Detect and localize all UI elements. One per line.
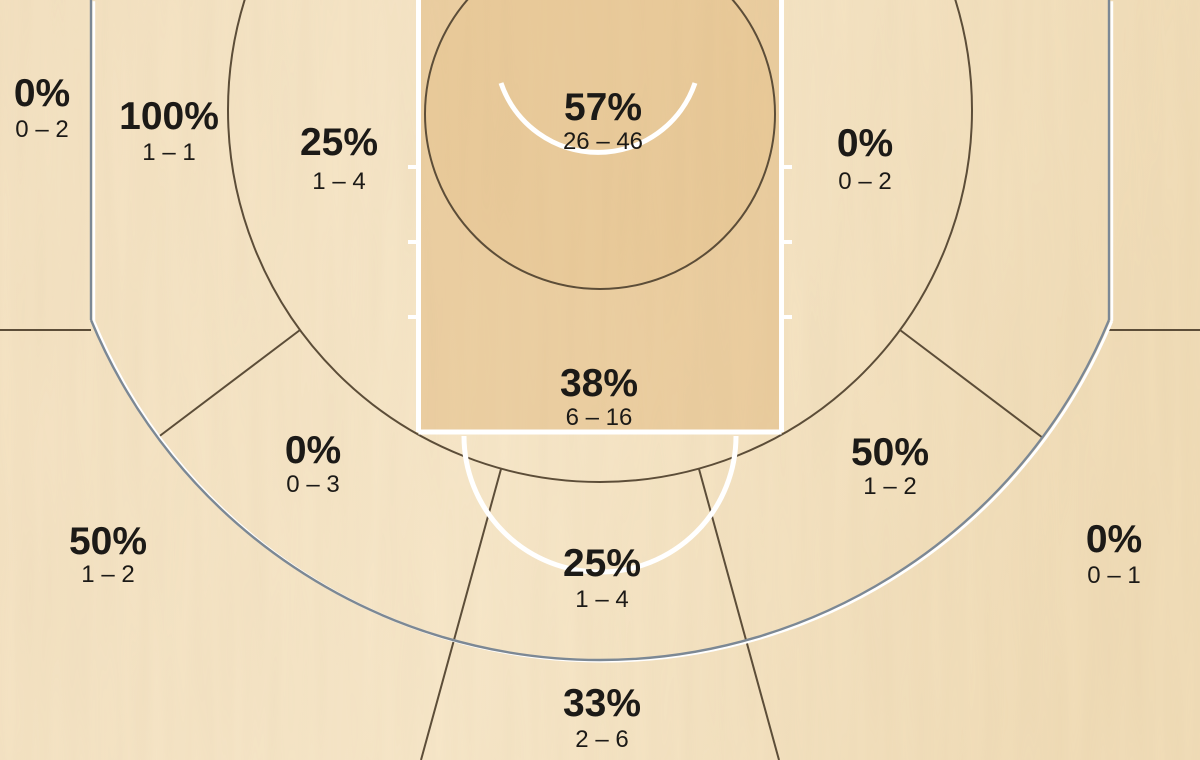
svg-text:0%: 0% (14, 72, 70, 115)
svg-text:1 – 2: 1 – 2 (863, 473, 916, 500)
svg-text:0 – 1: 0 – 1 (1087, 562, 1140, 589)
svg-text:25%: 25% (300, 121, 378, 164)
svg-text:6 – 16: 6 – 16 (566, 404, 633, 431)
svg-text:100%: 100% (119, 95, 219, 138)
svg-text:38%: 38% (560, 362, 638, 405)
svg-text:50%: 50% (69, 520, 147, 563)
svg-text:2 – 6: 2 – 6 (575, 726, 628, 753)
svg-text:33%: 33% (563, 682, 641, 725)
svg-text:1 – 2: 1 – 2 (81, 561, 134, 588)
svg-text:0 – 2: 0 – 2 (15, 116, 68, 143)
svg-text:50%: 50% (851, 431, 929, 474)
svg-text:26 – 46: 26 – 46 (563, 128, 643, 155)
svg-text:0%: 0% (1086, 518, 1142, 561)
svg-text:0%: 0% (285, 429, 341, 472)
svg-text:1 – 4: 1 – 4 (575, 586, 628, 613)
svg-text:25%: 25% (563, 542, 641, 585)
svg-text:0 – 2: 0 – 2 (838, 168, 891, 195)
svg-text:57%: 57% (564, 86, 642, 129)
svg-text:0 – 3: 0 – 3 (286, 471, 339, 498)
svg-text:1 – 4: 1 – 4 (312, 168, 365, 195)
svg-text:1 – 1: 1 – 1 (142, 139, 195, 166)
svg-text:0%: 0% (837, 122, 893, 165)
